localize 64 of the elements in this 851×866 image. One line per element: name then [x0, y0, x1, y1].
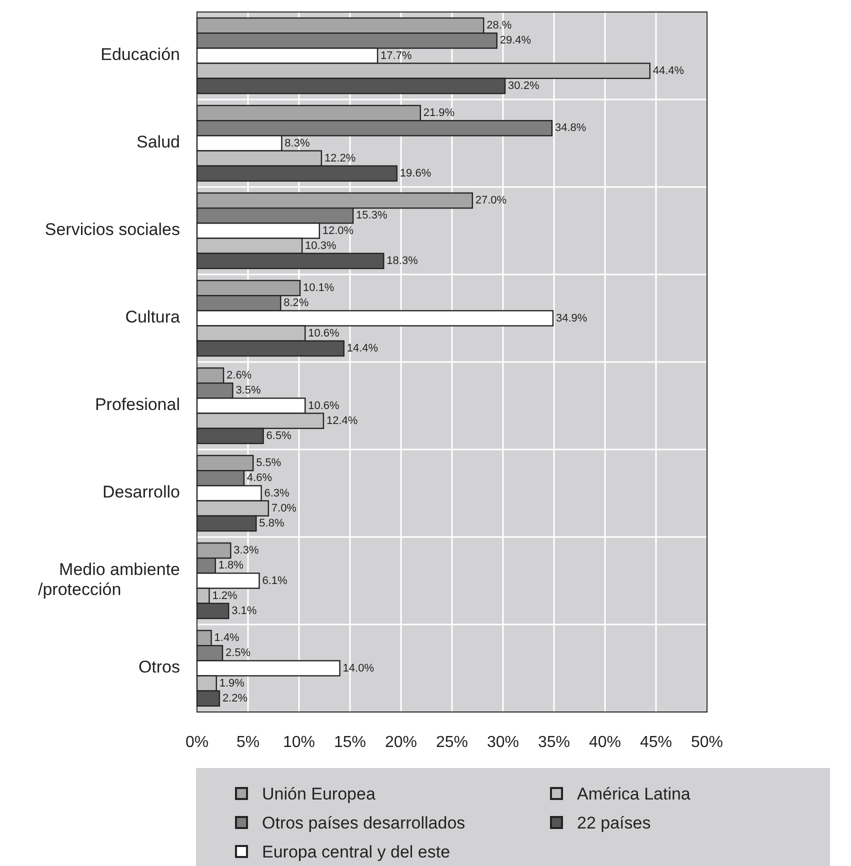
legend-label: Europa central y del este	[262, 842, 450, 862]
data-label: 34.9%	[556, 312, 588, 324]
data-label: 44.4%	[652, 64, 684, 77]
legend-label: América Latina	[577, 784, 691, 804]
data-label: 7.0%	[271, 502, 297, 514]
data-label: 14.0%	[342, 662, 374, 674]
data-label: 2.5%	[226, 647, 251, 660]
data-label: 5.5%	[256, 457, 282, 470]
data-label: 1.4%	[214, 632, 240, 644]
x-tick-label: 25%	[436, 734, 468, 751]
x-tick-label: 10%	[282, 734, 316, 751]
data-label: 15.3%	[356, 210, 388, 222]
x-tick-label: 5%	[236, 734, 260, 751]
legend-label: Otros países desarrollados	[262, 813, 466, 832]
data-label: 28.%	[486, 20, 512, 32]
data-label: 12.2%	[324, 152, 356, 164]
data-label: 27.0%	[475, 194, 507, 207]
y-tick-label: Servicios sociales	[44, 220, 180, 240]
x-tick-label: 0%	[185, 734, 209, 751]
y-tick-label: Cultura	[125, 308, 181, 327]
data-label: 10.6%	[308, 400, 340, 412]
data-label: 10.1%	[303, 282, 334, 294]
data-label: 8.3%	[284, 137, 310, 150]
x-tick-label: 45%	[640, 734, 672, 751]
data-label: 19.6%	[400, 167, 432, 180]
data-label: 3.3%	[234, 544, 259, 557]
data-label: 12.0%	[322, 224, 354, 237]
data-label: 1.2%	[212, 590, 238, 602]
data-label: 3.5%	[236, 384, 261, 397]
data-label: 30.2%	[508, 80, 540, 92]
legend-label: 22 países	[577, 813, 651, 832]
legend-label: Unión Europea	[262, 784, 376, 804]
y-tick-label: Medio ambiente /protección	[38, 560, 180, 600]
y-tick-label: Otros	[138, 658, 180, 677]
data-label: 8.2%	[284, 297, 309, 310]
data-label: 6.3%	[264, 487, 290, 500]
data-label: 10.3%	[305, 240, 336, 252]
data-label: 6.5%	[266, 430, 292, 442]
data-label: 2.6%	[226, 370, 252, 382]
x-tick-label: 15%	[334, 734, 366, 751]
y-tick-label: Desarrollo	[102, 482, 180, 502]
data-label: 5.8%	[259, 517, 284, 530]
y-tick-label: Educación	[100, 45, 180, 64]
data-label: 6.1%	[262, 574, 288, 587]
data-label: 21.9%	[423, 107, 455, 120]
data-label: 17.7%	[380, 50, 412, 62]
x-tick-label: 20%	[384, 734, 418, 751]
data-label: 3.1%	[232, 604, 257, 617]
y-tick-label: Salud	[136, 132, 180, 152]
data-label: 14.4%	[346, 342, 378, 354]
data-label: 1.8%	[218, 560, 244, 572]
data-label: 18.3%	[386, 254, 418, 267]
data-label: 2.2%	[222, 692, 248, 704]
x-tick-label: 35%	[538, 734, 570, 751]
data-label: 10.6%	[308, 327, 340, 340]
data-label: 1.9%	[219, 677, 245, 690]
data-label: 34.8%	[554, 122, 586, 134]
data-label: 4.6%	[246, 472, 272, 484]
data-label: 12.4%	[326, 414, 358, 427]
x-tick-label: 30%	[486, 734, 520, 751]
y-tick-label: Profesional	[94, 395, 180, 414]
data-label: 29.4%	[500, 34, 532, 47]
x-tick-label: 50%	[690, 734, 724, 751]
x-tick-label: 40%	[588, 734, 622, 751]
